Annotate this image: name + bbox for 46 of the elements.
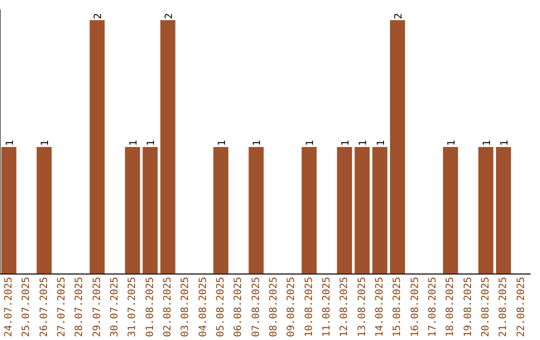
- x-tick-label: 30.07.2025: [109, 276, 120, 338]
- x-tick-label: 04.08.2025: [198, 276, 209, 338]
- x-tick-label: 28.07.2025: [74, 276, 86, 338]
- x-tick-label: 17.08.2025: [427, 276, 438, 338]
- x-tick-label: 15.08.2025: [392, 276, 404, 338]
- data-label: 1: [128, 140, 140, 146]
- x-tick-label: 16.08.2025: [410, 276, 421, 338]
- x-tick-label: 09.08.2025: [286, 276, 298, 338]
- x-tick-label: 19.08.2025: [462, 276, 474, 338]
- x-tick-label: 18.08.2025: [445, 276, 456, 338]
- x-tick-label: 31.07.2025: [127, 276, 138, 338]
- x-tick-label: 22.08.2025: [516, 276, 527, 338]
- data-label: 1: [146, 140, 158, 146]
- x-tick-label: 26.07.2025: [38, 276, 50, 338]
- data-label: 1: [216, 140, 228, 146]
- data-label: 1: [40, 140, 52, 146]
- x-tick-label: 06.08.2025: [233, 276, 244, 338]
- x-tick-label: 11.08.2025: [321, 276, 332, 338]
- x-tick-label: 24.07.2025: [3, 276, 14, 338]
- x-tick-label: 05.08.2025: [215, 276, 226, 338]
- x-tick-label: 29.07.2025: [92, 276, 103, 338]
- data-label: 2: [394, 13, 404, 20]
- x-tick-label: 14.08.2025: [374, 276, 386, 338]
- data-label: 1: [358, 140, 370, 146]
- x-tick-label: 08.08.2025: [268, 276, 280, 338]
- data-label: 1: [252, 140, 264, 146]
- data-label: 1: [305, 140, 316, 146]
- data-label: 1: [482, 140, 493, 146]
- data-label: 1: [376, 140, 387, 146]
- x-tick-label: 12.08.2025: [339, 276, 350, 338]
- x-tick-label: 07.08.2025: [250, 276, 262, 338]
- x-tick-label: 20.08.2025: [480, 276, 492, 338]
- data-label: 1: [4, 140, 16, 146]
- x-tick-label: 02.08.2025: [162, 276, 174, 338]
- data-label: 2: [93, 13, 104, 20]
- data-label: 2: [164, 13, 175, 20]
- x-tick-label: 10.08.2025: [304, 276, 315, 338]
- x-tick-label: 13.08.2025: [356, 276, 368, 338]
- x-tick-label: 03.08.2025: [180, 276, 192, 338]
- x-tick-label: 25.07.2025: [21, 276, 32, 338]
- data-label: 1: [500, 140, 510, 146]
- x-tick-label: 21.08.2025: [498, 276, 510, 338]
- x-tick-label: 27.07.2025: [56, 276, 68, 338]
- data-label: 1: [446, 140, 458, 146]
- x-tick-label: 01.08.2025: [144, 276, 156, 338]
- data-label: 1: [340, 140, 352, 146]
